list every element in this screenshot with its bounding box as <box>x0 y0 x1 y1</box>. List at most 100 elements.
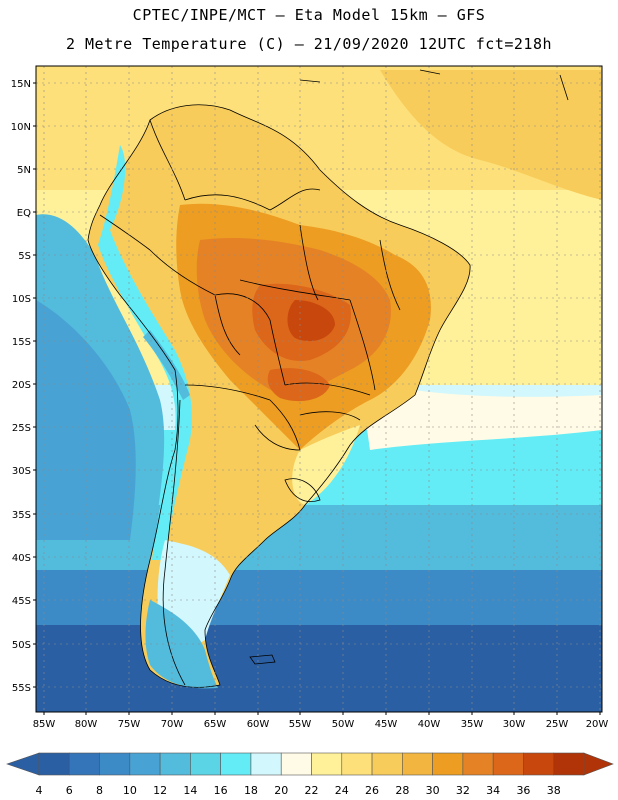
lon-label: 50W <box>332 719 355 730</box>
legend-swatch <box>553 752 585 776</box>
legend-label: 18 <box>244 784 258 797</box>
lat-label: 15N <box>11 79 31 90</box>
lon-label: 70W <box>161 719 184 730</box>
lon-label: 45W <box>375 719 398 730</box>
border-bolivia-south <box>184 384 271 401</box>
lat-label: 20S <box>12 380 31 391</box>
legend-label: 26 <box>365 784 379 797</box>
lon-label: 65W <box>204 719 227 730</box>
border-brazil-states-3 <box>349 299 376 391</box>
lat-label: 40S <box>12 553 31 564</box>
legend-swatch <box>311 752 343 776</box>
legend-label: 14 <box>183 784 197 797</box>
lon-label: 85W <box>33 719 56 730</box>
graticule <box>36 66 602 712</box>
lat-label: 25S <box>12 423 31 434</box>
lon-label: 25W <box>546 719 569 730</box>
lat-label: 35S <box>12 510 31 521</box>
legend-swatch <box>159 752 191 776</box>
legend-label: 34 <box>486 784 500 797</box>
legend-swatch <box>99 752 131 776</box>
latitude-labels: 15N 10N 5N EQ 5S 10S 15S 20S 25S 30S 35S… <box>11 79 31 694</box>
legend-label: 24 <box>335 784 349 797</box>
border-argentina-chile <box>162 399 186 686</box>
lat-label: EQ <box>17 208 31 219</box>
map-title-line-1: CPTEC/INPE/MCT – Eta Model 15km – GFS <box>132 6 486 24</box>
legend-swatch <box>280 752 312 776</box>
lat-label: 45S <box>12 596 31 607</box>
andes-cold-strip <box>98 145 192 560</box>
legend-swatches <box>6 752 614 776</box>
north-atlantic-warm-patch <box>380 70 602 200</box>
legend-max-arrow <box>583 752 614 776</box>
lon-ticks <box>43 712 601 715</box>
legend-label: 20 <box>274 784 288 797</box>
lon-label: 80W <box>75 719 98 730</box>
lon-label: 60W <box>247 719 270 730</box>
legend-label: 28 <box>395 784 409 797</box>
legend-label: 38 <box>547 784 561 797</box>
lon-label: 55W <box>289 719 312 730</box>
legend-label: 12 <box>153 784 167 797</box>
lat-ticks <box>33 82 36 688</box>
legend-swatch <box>38 752 70 776</box>
border-uruguay <box>284 478 321 502</box>
legend-swatch <box>371 752 403 776</box>
hotspot-core <box>287 300 335 342</box>
border-brazil-states-1 <box>239 279 351 301</box>
legend-label: 22 <box>305 784 319 797</box>
legend-label: 32 <box>456 784 470 797</box>
legend-label: 8 <box>96 784 103 797</box>
continent-outline <box>87 104 471 688</box>
legend-labels: 4 6 8 10 12 14 16 18 20 22 24 26 28 30 32 34 36 38 <box>36 784 561 797</box>
legend-swatch <box>68 752 100 776</box>
legend-swatch <box>432 752 464 776</box>
legend-swatch <box>220 752 252 776</box>
legend-swatch <box>402 752 433 776</box>
lat-label: 5N <box>17 165 31 176</box>
border-venezuela-brazil <box>184 188 321 211</box>
legend-swatch <box>462 752 494 776</box>
temperature-map: 15N 10N 5N EQ 5S 10S 15S 20S 25S 30S 35S… <box>11 65 609 730</box>
border-brazil-states-5 <box>284 382 371 396</box>
border-colombia-venezuela <box>149 119 186 201</box>
border-ecuador-peru <box>99 214 151 251</box>
legend-label: 4 <box>36 784 43 797</box>
lat-label: 30S <box>12 466 31 477</box>
lon-label: 20W <box>586 719 609 730</box>
legend-label: 10 <box>123 784 137 797</box>
lon-label: 40W <box>418 719 441 730</box>
legend-label: 6 <box>66 784 73 797</box>
lon-label: 35W <box>461 719 484 730</box>
border-brazil-states-6 <box>299 411 361 421</box>
border-brazil-states-2 <box>299 224 319 301</box>
lat-label: 50S <box>12 640 31 651</box>
lon-label: 75W <box>118 719 141 730</box>
border-bolivia-brazil <box>214 293 286 386</box>
legend-label: 16 <box>214 784 228 797</box>
lat-label: 10S <box>12 294 31 305</box>
legend-swatch <box>129 752 161 776</box>
legend-swatch <box>250 752 282 776</box>
lat-label: 5S <box>18 251 31 262</box>
andes-high-cold <box>143 330 190 400</box>
legend-label: 36 <box>516 784 530 797</box>
lat-label: 10N <box>11 122 31 133</box>
ocean-polar-band <box>36 625 602 712</box>
lat-label: 55S <box>12 683 31 694</box>
legend-swatch <box>190 752 221 776</box>
legend-swatch <box>492 752 524 776</box>
caribbean-islands <box>299 69 569 101</box>
lon-label: 30W <box>503 719 526 730</box>
temperature-field <box>36 66 602 712</box>
south-atlantic-warm-tongue <box>360 380 602 450</box>
falkland-islands <box>249 654 276 665</box>
country-borders <box>87 69 569 688</box>
legend-min-arrow <box>6 752 40 776</box>
color-legend: 4 6 8 10 12 14 16 18 20 22 24 26 28 30 32 34 36 38 <box>6 752 614 797</box>
lat-label: 15S <box>12 337 31 348</box>
border-brazil-states-4 <box>379 239 401 311</box>
map-title-line-2: 2 Metre Temperature (C) – 21/09/2020 12U… <box>65 35 553 53</box>
longitude-labels: 85W 80W 75W 70W 65W 60W 55W 50W 45W 40W … <box>33 719 609 730</box>
legend-swatch <box>341 752 373 776</box>
